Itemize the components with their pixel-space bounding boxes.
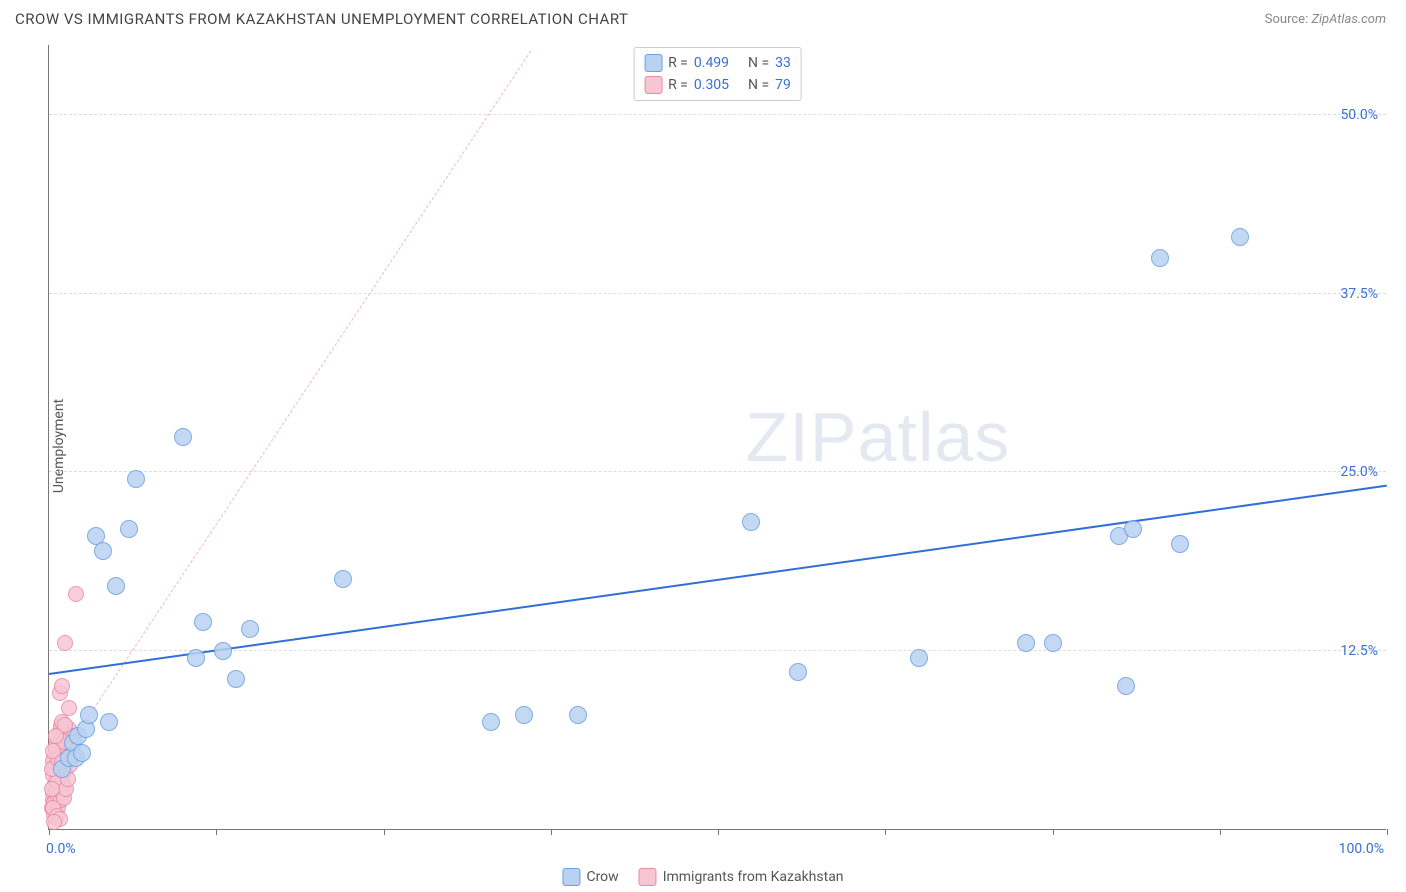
legend-swatch <box>644 54 662 72</box>
legend-r-value: 0.305 <box>694 77 729 93</box>
data-point <box>120 520 138 538</box>
data-point <box>227 670 245 688</box>
gridline <box>49 650 1386 651</box>
legend-label: Immigrants from Kazakhstan <box>663 869 844 885</box>
x-tick <box>1387 829 1388 835</box>
legend-n-value: 33 <box>775 55 791 71</box>
x-tick <box>49 829 50 835</box>
x-tick <box>718 829 719 835</box>
data-point <box>241 620 259 638</box>
x-tick <box>216 829 217 835</box>
data-point <box>127 470 145 488</box>
chart-title: CROW VS IMMIGRANTS FROM KAZAKHSTAN UNEMP… <box>15 10 628 28</box>
y-tick-label: 50.0% <box>1340 107 1378 123</box>
data-point <box>73 744 91 762</box>
legend-r-label: R = <box>668 77 688 93</box>
data-point <box>100 713 118 731</box>
data-point <box>1017 634 1035 652</box>
legend-item: Immigrants from Kazakhstan <box>639 868 844 886</box>
legend-row: R = 0.499 N = 33 <box>644 52 791 74</box>
watermark-zip: ZIP <box>746 398 858 476</box>
watermark: ZIPatlas <box>746 397 1011 477</box>
source-name: ZipAtlas.com <box>1311 12 1386 27</box>
x-tick <box>551 829 552 835</box>
data-point <box>1151 249 1169 267</box>
gridline <box>49 293 1386 294</box>
data-point <box>1044 634 1062 652</box>
y-tick-label: 25.0% <box>1340 464 1378 480</box>
y-tick-label: 12.5% <box>1340 643 1378 659</box>
data-point <box>742 513 760 531</box>
data-point <box>187 649 205 667</box>
legend-n-label: N = <box>748 77 769 93</box>
data-point <box>107 577 125 595</box>
trend-line <box>49 484 1387 674</box>
data-point <box>789 663 807 681</box>
data-point <box>482 713 500 731</box>
data-point <box>94 542 112 560</box>
data-point <box>569 706 587 724</box>
data-point <box>1124 520 1142 538</box>
legend-r-label: R = <box>668 55 688 71</box>
gridline <box>49 114 1386 115</box>
legend-n-label: N = <box>748 55 769 71</box>
x-tick <box>384 829 385 835</box>
data-point <box>174 428 192 446</box>
data-point <box>515 706 533 724</box>
legend-swatch <box>562 868 580 886</box>
data-point <box>57 635 73 651</box>
x-tick-label: 100.0% <box>1339 841 1384 857</box>
legend-swatch <box>639 868 657 886</box>
legend-n-value: 79 <box>775 77 791 93</box>
data-point <box>214 642 232 660</box>
legend-r-value: 0.499 <box>694 55 729 71</box>
legend-row: R = 0.305 N = 79 <box>644 74 791 96</box>
legend-label: Crow <box>586 869 618 885</box>
data-point <box>61 700 77 716</box>
data-point <box>46 814 62 830</box>
series-legend: Crow Immigrants from Kazakhstan <box>562 868 843 886</box>
data-point <box>80 706 98 724</box>
chart-plot-area: ZIPatlas R = 0.499 N = 33 R = 0.305 N = 79 12… <box>48 45 1386 830</box>
y-tick-label: 37.5% <box>1340 286 1378 302</box>
watermark-atlas: atlas <box>857 398 1010 476</box>
data-point <box>1171 535 1189 553</box>
data-point <box>194 613 212 631</box>
data-point <box>910 649 928 667</box>
legend-item: Crow <box>562 868 618 886</box>
source-label: Source: ZipAtlas.com <box>1265 12 1386 27</box>
x-tick <box>1220 829 1221 835</box>
x-tick-label: 0.0% <box>46 841 76 857</box>
data-point <box>1231 228 1249 246</box>
x-tick <box>885 829 886 835</box>
legend-swatch <box>644 76 662 94</box>
x-tick <box>1053 829 1054 835</box>
data-point <box>44 781 60 797</box>
data-point <box>334 570 352 588</box>
data-point <box>1117 677 1135 695</box>
data-point <box>68 586 84 602</box>
data-point <box>54 678 70 694</box>
source-prefix: Source: <box>1265 12 1312 27</box>
correlation-legend: R = 0.499 N = 33 R = 0.305 N = 79 <box>633 47 802 101</box>
